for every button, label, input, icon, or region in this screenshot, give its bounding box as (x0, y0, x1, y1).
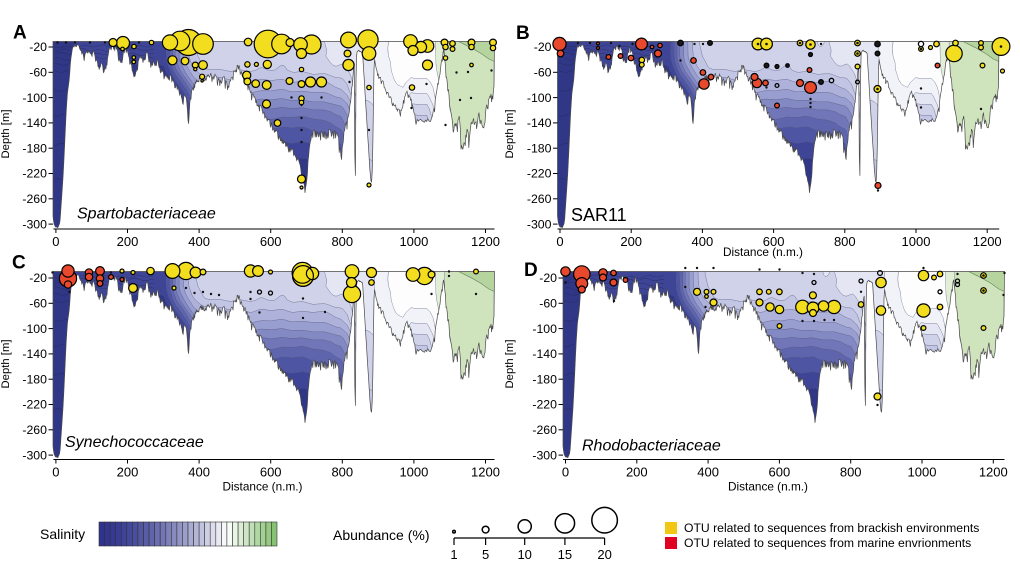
svg-text:-300: -300 (532, 448, 557, 462)
svg-text:1000: 1000 (399, 234, 428, 249)
svg-text:800: 800 (331, 234, 353, 249)
svg-text:D: D (524, 260, 538, 281)
svg-text:A: A (13, 23, 27, 44)
svg-text:0: 0 (556, 234, 563, 249)
svg-text:0: 0 (52, 234, 59, 249)
svg-text:-100: -100 (22, 91, 47, 105)
svg-text:Abundance (%): Abundance (%) (333, 527, 430, 543)
svg-text:-300: -300 (527, 217, 552, 231)
svg-text:200: 200 (117, 465, 139, 480)
svg-text:SAR11: SAR11 (571, 205, 627, 225)
svg-text:800: 800 (840, 465, 862, 480)
svg-text:-260: -260 (22, 423, 47, 437)
svg-text:800: 800 (834, 234, 856, 249)
svg-text:0: 0 (562, 465, 569, 480)
svg-text:600: 600 (769, 465, 791, 480)
svg-text:5: 5 (482, 547, 489, 562)
svg-text:Spartobacteriaceae: Spartobacteriaceae (77, 206, 216, 223)
svg-text:-60: -60 (539, 297, 557, 311)
svg-text:800: 800 (331, 465, 353, 480)
svg-text:-260: -260 (22, 192, 47, 206)
svg-text:-260: -260 (532, 423, 557, 437)
svg-text:-100: -100 (532, 322, 557, 336)
svg-text:400: 400 (697, 465, 719, 480)
svg-text:10: 10 (517, 547, 531, 562)
svg-text:Synechococcaceae: Synechococcaceae (65, 434, 204, 451)
svg-text:Distance (n.m.): Distance (n.m.) (728, 480, 808, 494)
svg-text:1: 1 (450, 547, 457, 562)
svg-text:600: 600 (260, 234, 282, 249)
svg-text:400: 400 (692, 234, 714, 249)
svg-text:-140: -140 (527, 116, 552, 130)
svg-text:1000: 1000 (908, 465, 937, 480)
svg-text:C: C (12, 253, 26, 274)
svg-text:-60: -60 (29, 66, 47, 80)
svg-text:600: 600 (763, 234, 785, 249)
svg-text:Distance (n.m.): Distance (n.m.) (223, 480, 303, 494)
svg-text:-220: -220 (527, 167, 552, 181)
svg-text:1200: 1200 (979, 465, 1008, 480)
svg-text:-180: -180 (527, 141, 552, 155)
svg-text:-180: -180 (22, 372, 47, 386)
svg-text:Salinity: Salinity (40, 526, 85, 542)
svg-text:Distance (n.m.): Distance (n.m.) (723, 245, 803, 259)
svg-text:1000: 1000 (902, 234, 931, 249)
svg-text:400: 400 (188, 465, 210, 480)
svg-text:200: 200 (626, 465, 648, 480)
svg-text:-60: -60 (534, 66, 552, 80)
svg-text:600: 600 (260, 465, 282, 480)
svg-text:1200: 1200 (973, 234, 1002, 249)
svg-text:-260: -260 (527, 192, 552, 206)
svg-text:-100: -100 (527, 91, 552, 105)
svg-text:0: 0 (52, 465, 59, 480)
svg-text:-20: -20 (539, 271, 557, 285)
svg-text:-20: -20 (29, 271, 47, 285)
svg-text:400: 400 (188, 234, 210, 249)
svg-text:15: 15 (558, 547, 572, 562)
svg-text:1200: 1200 (471, 465, 500, 480)
svg-text:OTU related to sequences from: OTU related to sequences from marine env… (684, 536, 971, 550)
svg-text:Depth [m]: Depth [m] (504, 110, 516, 159)
svg-text:-140: -140 (22, 347, 47, 361)
svg-text:Depth [m]: Depth [m] (0, 110, 12, 159)
svg-text:-20: -20 (29, 40, 47, 54)
svg-text:-220: -220 (22, 167, 47, 181)
svg-text:Rhodobacteriaceae: Rhodobacteriaceae (582, 438, 721, 455)
svg-text:200: 200 (620, 234, 642, 249)
svg-text:-140: -140 (532, 347, 557, 361)
svg-text:-300: -300 (22, 448, 47, 462)
svg-text:-220: -220 (22, 398, 47, 412)
svg-text:Depth [m]: Depth [m] (504, 340, 516, 389)
svg-text:-220: -220 (532, 398, 557, 412)
svg-text:-20: -20 (534, 40, 552, 54)
svg-text:-100: -100 (22, 322, 47, 336)
svg-text:200: 200 (117, 234, 139, 249)
svg-text:-300: -300 (22, 217, 47, 231)
svg-text:-60: -60 (29, 297, 47, 311)
svg-text:OTU related to sequences from: OTU related to sequences from brackish e… (684, 521, 979, 535)
svg-text:B: B (516, 23, 530, 44)
svg-text:1000: 1000 (399, 465, 428, 480)
svg-text:-140: -140 (22, 116, 47, 130)
svg-text:-180: -180 (22, 141, 47, 155)
svg-text:20: 20 (597, 547, 611, 562)
svg-text:1200: 1200 (471, 234, 500, 249)
svg-text:-180: -180 (532, 372, 557, 386)
svg-text:Depth [m]: Depth [m] (0, 340, 12, 389)
